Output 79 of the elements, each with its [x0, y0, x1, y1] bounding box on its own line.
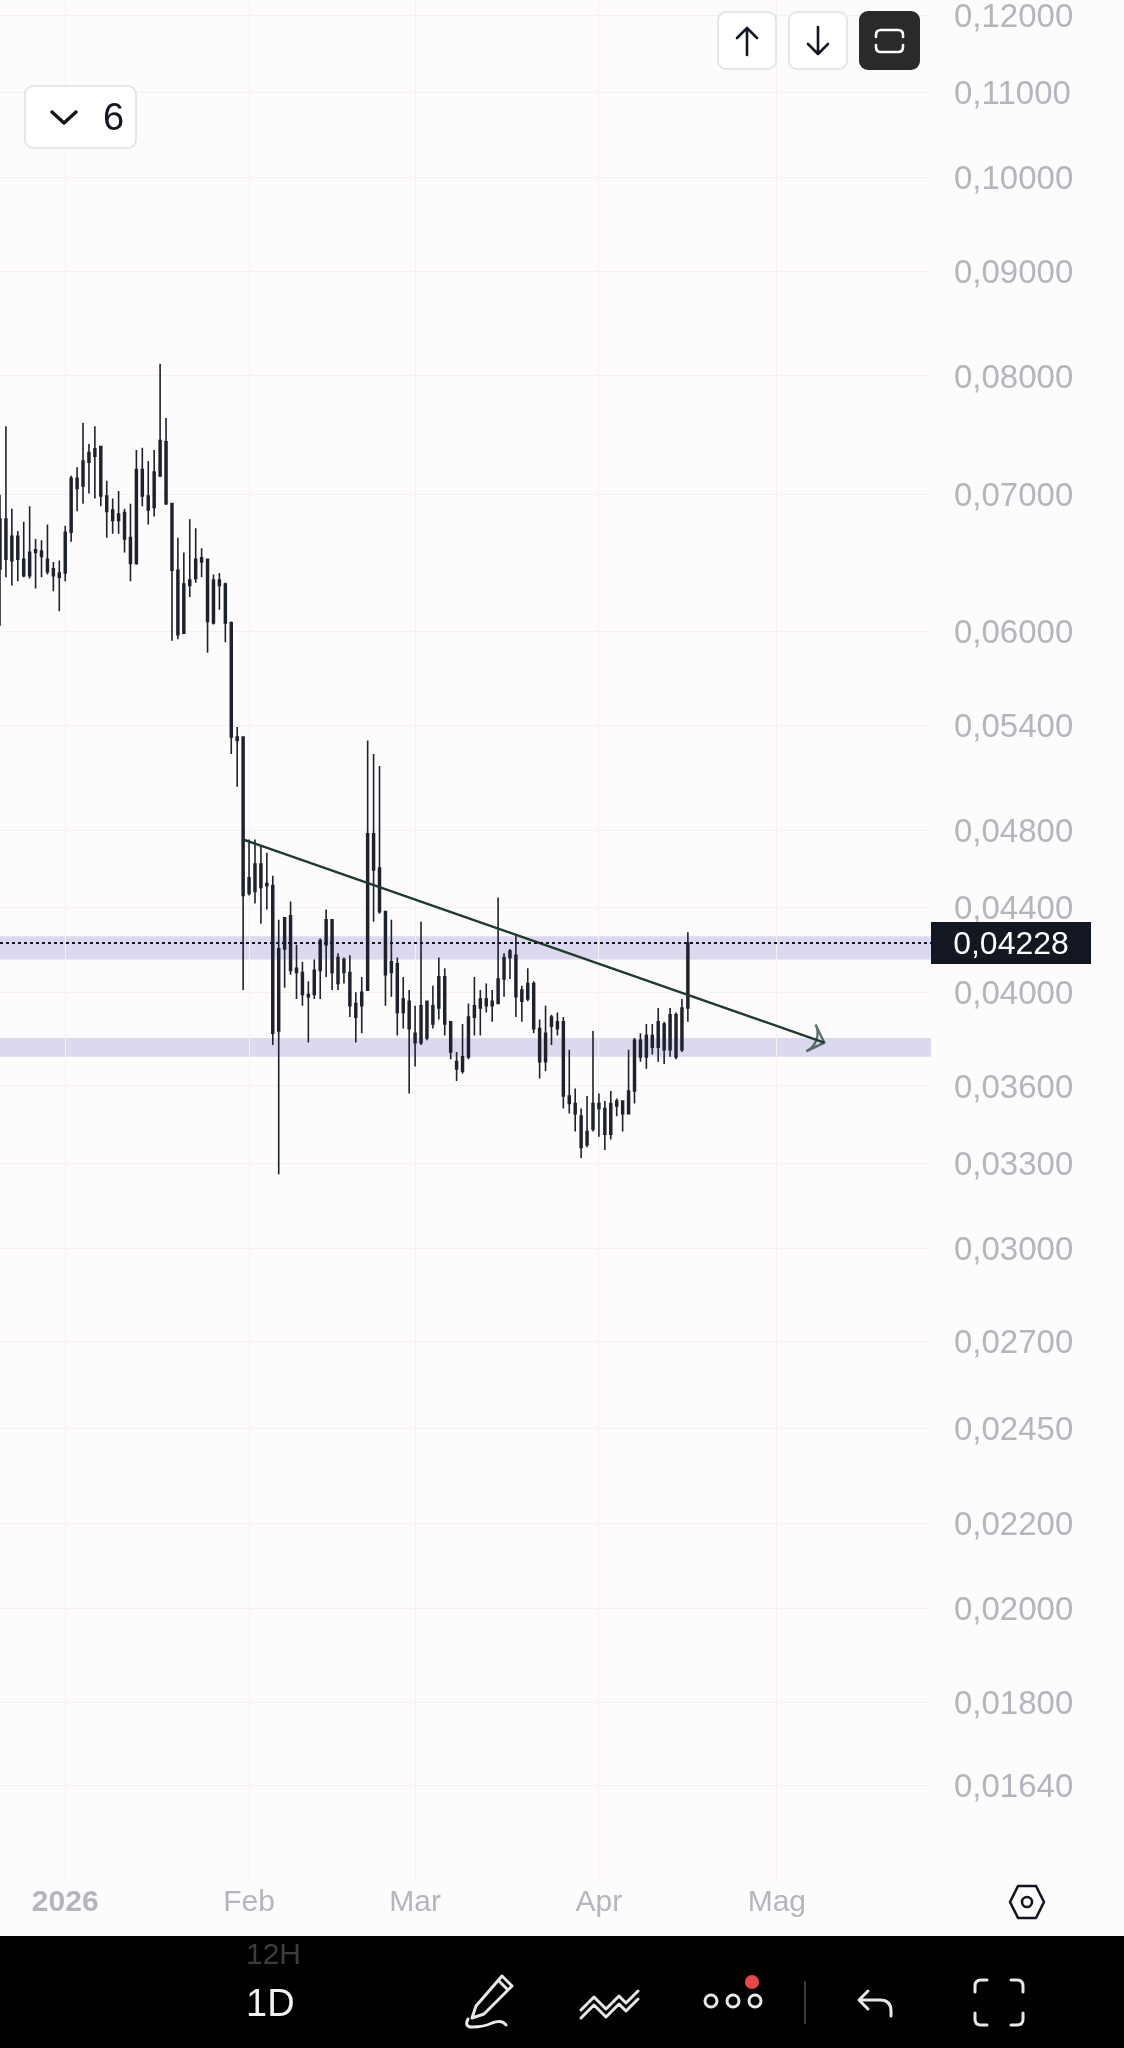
candlestick	[93, 425, 97, 500]
candlestick	[39, 539, 44, 578]
toolbar: 12H 1D	[0, 1936, 1124, 2048]
candlestick	[45, 523, 50, 576]
y-tick-label: 0,04000	[954, 973, 1074, 1011]
candlestick	[63, 524, 67, 583]
candlestick	[454, 1051, 459, 1082]
candlestick	[626, 1048, 631, 1115]
candlestick	[81, 421, 85, 505]
x-tick-label: 2026	[31, 1884, 99, 1917]
candlestick	[110, 497, 115, 535]
y-tick-label: 0,01800	[954, 1683, 1074, 1721]
candlestick	[579, 1107, 583, 1159]
y-tick-label: 0,02450	[954, 1409, 1074, 1447]
candlestick	[597, 1092, 601, 1138]
x-tick-label: Mag	[747, 1884, 806, 1917]
candlestick	[620, 1100, 625, 1133]
candlestick	[4, 425, 8, 578]
annotation: 6	[103, 96, 125, 138]
dropdown-button: 6	[24, 85, 137, 149]
y-tick-label: 0,04400	[954, 889, 1074, 927]
candlestick	[152, 449, 156, 518]
candlestick	[27, 505, 32, 580]
y-tick-label: 0,06000	[954, 613, 1074, 651]
candlestick	[223, 581, 228, 643]
y-tick-label: 0,08000	[954, 357, 1074, 395]
candlestick	[33, 538, 38, 590]
y-tick-label: 0,03000	[954, 1229, 1074, 1267]
candlestick	[229, 620, 233, 755]
x-tick-label: Apr	[575, 1884, 623, 1917]
candlestick	[205, 558, 210, 654]
candlestick	[140, 446, 145, 508]
x-tick-label: Feb	[223, 1884, 275, 1917]
candlestick	[170, 502, 174, 642]
candlestick	[87, 443, 91, 495]
y-tick-label: 0,07000	[954, 476, 1074, 514]
candlestick	[182, 551, 186, 635]
candlestick	[609, 1090, 613, 1141]
x-tick-label: Mar	[389, 1884, 441, 1917]
candlestick	[176, 536, 180, 641]
y-tick-label: 0,02700	[954, 1323, 1074, 1361]
candlestick	[158, 363, 162, 478]
candlestick	[164, 417, 168, 506]
candlestick	[105, 480, 109, 539]
candlestick	[573, 1087, 577, 1133]
y-tick-label: 0,05400	[954, 707, 1074, 744]
y-tick-label: 0,10000	[954, 159, 1074, 197]
candlestick	[57, 559, 62, 613]
candlestick	[21, 520, 26, 578]
candlestick	[188, 518, 192, 598]
y-tick-label: 0,09000	[954, 252, 1074, 290]
candlestick	[116, 490, 121, 535]
y-tick-label: 0,11000	[954, 74, 1071, 112]
candlestick	[591, 1030, 595, 1133]
candlestick	[10, 507, 14, 587]
candlestick	[75, 466, 79, 513]
y-tick-label: 0,02200	[954, 1505, 1074, 1543]
candlestick	[122, 507, 127, 554]
candlestick	[603, 1100, 607, 1151]
y-tick-label: 0,03600	[954, 1067, 1074, 1105]
candlestick	[585, 1095, 589, 1149]
candlestick	[146, 460, 150, 526]
y-tick-label: 0,02000	[954, 1590, 1074, 1628]
candlestick	[99, 445, 103, 508]
candlestick	[614, 1097, 619, 1117]
candlestick	[199, 547, 204, 578]
candlestick	[217, 572, 222, 611]
candlestick	[51, 561, 56, 593]
candlestick	[16, 530, 20, 583]
ref-line-label: 0,04228	[953, 925, 1069, 961]
y-tick-label: 0,03300	[954, 1144, 1074, 1182]
candlestick	[69, 475, 73, 543]
candlestick	[235, 726, 239, 788]
y-tick-label: 0,01640	[954, 1766, 1074, 1804]
candlestick	[567, 1048, 572, 1115]
y-tick-label: 0,04800	[954, 811, 1074, 849]
candlestick	[128, 502, 133, 583]
y-tick-label: 0,12000	[954, 0, 1074, 34]
candlestick	[193, 527, 198, 584]
